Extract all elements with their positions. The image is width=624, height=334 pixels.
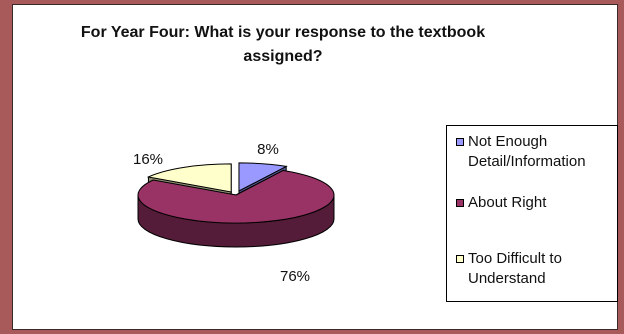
legend-label-about-right: About Right bbox=[468, 194, 547, 211]
legend-label-too-difficult: Too Difficult to Understand bbox=[468, 250, 562, 287]
slice-label-about-right: 76% bbox=[280, 268, 310, 285]
slice-label-not-enough: 8% bbox=[257, 141, 279, 158]
legend-swatch-about-right bbox=[456, 199, 464, 207]
legend-item-not-enough: Not Enough Detail/Information bbox=[456, 132, 614, 172]
chart-legend: Not Enough Detail/Information About Righ… bbox=[446, 125, 618, 302]
pie-chart: 8% 76% 16% bbox=[133, 141, 335, 285]
slice-label-too-difficult: 16% bbox=[133, 151, 163, 168]
legend-swatch-too-difficult bbox=[456, 255, 464, 263]
pie-slice-too-difficult bbox=[146, 163, 232, 193]
legend-item-too-difficult: Too Difficult to Understand bbox=[456, 249, 614, 289]
pie-slice-about-right bbox=[137, 169, 335, 224]
legend-label-not-enough: Not Enough Detail/Information bbox=[468, 133, 586, 170]
pie-tops bbox=[137, 162, 335, 224]
legend-swatch-not-enough bbox=[456, 138, 464, 146]
pie-slice-not-enough bbox=[238, 162, 288, 192]
chart-frame: For Year Four: What is your response to … bbox=[12, 4, 618, 330]
chart-title: For Year Four: What is your response to … bbox=[80, 24, 486, 65]
legend-item-about-right: About Right bbox=[456, 193, 614, 213]
